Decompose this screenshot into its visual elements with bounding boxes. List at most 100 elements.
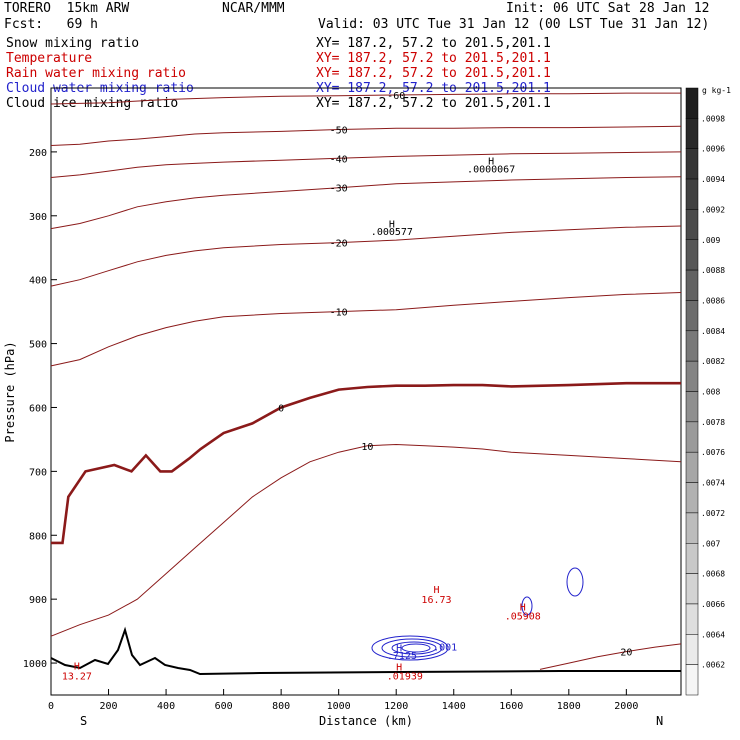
- x-tick-label-1400: 1400: [442, 701, 466, 712]
- cloud-water-cell-east: [566, 567, 584, 597]
- contour-label-10: 10: [361, 442, 373, 453]
- colorbar-cell-3: [685, 178, 699, 210]
- colorbar-cell-8: [685, 330, 699, 362]
- colorbar-cell-0: [685, 87, 699, 119]
- colorbar-label-7: .0084: [701, 327, 725, 336]
- contour-label--40: -40: [330, 154, 348, 165]
- contour-label-20: 20: [620, 648, 632, 659]
- temperature-contours: -60 -50 -40 -30 -20 -10 0 10 20: [50, 91, 682, 670]
- colorbar-label-10: .0078: [701, 418, 725, 427]
- colorbar-label-4: .009: [701, 236, 720, 245]
- legend-snow-name: Snow mixing ratio: [6, 36, 140, 51]
- colorbar-cell-6: [685, 269, 699, 301]
- annotation-6: H: [74, 661, 80, 672]
- legend-temperature-xy: XY= 187.2, 57.2 to 201.5,201.1: [316, 51, 551, 66]
- colorbar: .0098 .0096 .0094 .0092 .009 .0088 .0086 .0084.…: [685, 87, 725, 696]
- colorbar-label-8: .0082: [701, 357, 725, 366]
- colorbar-label-15: .0068: [701, 570, 725, 579]
- x-tick-label-1800: 1800: [557, 701, 581, 712]
- colorbar-units: g kg-1: [702, 86, 731, 95]
- forecast-hour: Fcst: 69 h: [4, 17, 98, 32]
- annotation-10: H: [396, 644, 402, 655]
- colorbar-cell-1: [685, 118, 699, 149]
- contour-label-0: 0: [278, 403, 284, 414]
- x-tick-label-400: 400: [157, 701, 175, 712]
- cloud-water-ring-0: [371, 635, 449, 661]
- x-tick-label-200: 200: [100, 701, 118, 712]
- contour-label--10: -10: [330, 308, 348, 319]
- annotation-7: 13.27: [62, 672, 92, 683]
- x-axis: 0 200 400 600 800 1000 1200 1400 1600 1800 2000: [48, 689, 638, 712]
- colorbar-cell-7: [685, 300, 699, 332]
- colorbar-label-5: .0088: [701, 266, 725, 275]
- colorbar-label-17: .0064: [701, 630, 725, 639]
- y-tick-label-900: 900: [29, 595, 47, 606]
- annotation-9: .05908: [505, 612, 541, 623]
- colorbar-label-9: .008: [701, 388, 720, 397]
- x-tick-label-0: 0: [48, 701, 54, 712]
- contour-label--50: -50: [330, 126, 348, 137]
- annotation-14: .001: [433, 642, 457, 653]
- colorbar-cell-15: [685, 543, 699, 574]
- contour-label--20: -20: [330, 239, 348, 250]
- colorbar-cell-9: [685, 360, 699, 392]
- colorbar-cell-16: [685, 573, 699, 605]
- y-tick-label-1000: 1000: [23, 659, 47, 670]
- annotations: H.0000067H.000577H16.73H13.27H.05908H.71…: [62, 157, 541, 683]
- colorbar-label-3: .0092: [701, 205, 725, 214]
- valid-time: Valid: 03 UTC Tue 31 Jan 12 (00 LST Tue …: [318, 17, 710, 32]
- legend-cloudice-xy: XY= 187.2, 57.2 to 201.5,201.1: [316, 96, 551, 111]
- annotation-1: .0000067: [467, 164, 515, 175]
- legend-rain-name: Rain water mixing ratio: [6, 66, 187, 81]
- annotation-4: H: [433, 585, 439, 596]
- colorbar-cell-19: [685, 664, 699, 696]
- terrain-profile: [50, 626, 681, 676]
- contour-label--60: -60: [387, 91, 405, 102]
- colorbar-cell-10: [685, 391, 699, 423]
- contour-label--30: -30: [330, 184, 348, 195]
- annotation-5: 16.73: [421, 595, 451, 606]
- x-end-label-south: S: [80, 714, 87, 728]
- init-time: Init: 06 UTC Sat 28 Jan 12: [506, 1, 710, 16]
- colorbar-cell-13: [685, 482, 699, 514]
- contour-0: [51, 381, 681, 545]
- y-tick-label-200: 200: [29, 148, 47, 159]
- colorbar-cell-4: [685, 209, 699, 240]
- annotation-0: H: [488, 157, 494, 168]
- legend-snow-xy: XY= 187.2, 57.2 to 201.5,201.1: [316, 36, 551, 51]
- colorbar-cell-11: [685, 421, 699, 453]
- annotation-3: .000577: [371, 227, 413, 238]
- y-tick-label-500: 500: [29, 340, 47, 351]
- contour-10: [50, 443, 682, 637]
- y-axis-title: Pressure (hPa): [3, 341, 17, 442]
- colorbar-label-16: .0066: [701, 600, 725, 609]
- plot-frame: [50, 87, 682, 696]
- colorbar-cell-17: [685, 603, 699, 635]
- annotation-11: .7125: [387, 651, 417, 662]
- contour--60: [50, 92, 681, 105]
- contour--50: [50, 125, 682, 146]
- colorbar-label-6: .0086: [701, 296, 725, 305]
- x-tick-label-1200: 1200: [384, 701, 408, 712]
- colorbar-label-2: .0094: [701, 175, 725, 184]
- x-end-label-north: N: [656, 714, 663, 728]
- y-tick-label-800: 800: [29, 531, 47, 542]
- terrain-line: [50, 626, 681, 676]
- y-axis: 200 300 400 500 600 700 800 900 1000: [23, 148, 57, 670]
- colorbar-cell-12: [685, 451, 699, 483]
- colorbar-cell-18: [685, 634, 699, 665]
- contour--20: [50, 225, 682, 287]
- colorbar-label-12: .0074: [701, 479, 725, 488]
- legend-rain-xy: XY= 187.2, 57.2 to 201.5,201.1: [316, 66, 551, 81]
- colorbar-label-14: .007: [701, 539, 720, 548]
- cloud-water-ring-3: [401, 643, 431, 653]
- colorbar-label-13: .0072: [701, 509, 725, 518]
- colorbar-label-1: .0096: [701, 145, 725, 154]
- colorbar-label-11: .0076: [701, 448, 725, 457]
- x-axis-title: Distance (km): [319, 714, 413, 728]
- contour--30: [50, 176, 682, 230]
- y-tick-label-400: 400: [29, 276, 47, 287]
- model-title: TORERO 15km ARW: [4, 1, 130, 16]
- cloud-water-ring-2: [391, 641, 437, 655]
